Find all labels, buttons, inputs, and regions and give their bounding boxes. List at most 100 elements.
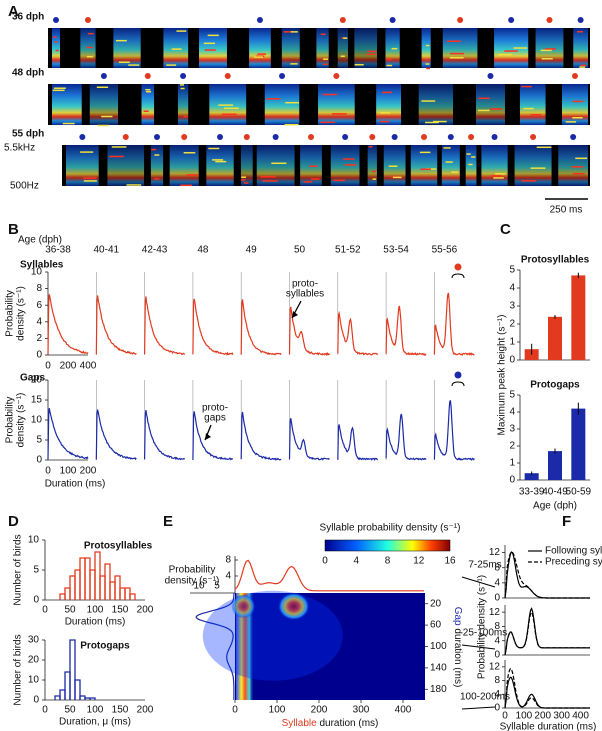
y-tick-label: 0: [509, 355, 515, 366]
brace: [451, 381, 465, 387]
heatmap-blob: [231, 594, 256, 619]
harmonic: [419, 151, 431, 154]
y-axis-title: Number of birds: [13, 634, 24, 705]
y-tick-label: 10: [31, 415, 43, 426]
syllable-dot: [79, 134, 86, 140]
colorbar: [324, 539, 451, 552]
y-axis-title: Maximum peak height (s⁻¹): [497, 315, 508, 436]
panel-label: C: [500, 221, 511, 238]
x-axis-title: Age (dph): [533, 501, 577, 512]
density-curve: [504, 551, 590, 599]
harmonic: [186, 174, 199, 176]
heatmap: [235, 593, 425, 700]
harmonic: [466, 153, 471, 155]
y-tick-label: 8: [36, 283, 42, 294]
y-tick-label: 4: [509, 407, 515, 418]
density-curve: [433, 292, 475, 356]
age-label: 55-56: [432, 245, 458, 256]
harmonic: [344, 164, 357, 166]
harmonic: [449, 57, 464, 59]
syllable-dot: [153, 134, 160, 140]
syllable-energy: [519, 84, 546, 125]
density-curve: [47, 408, 89, 460]
harmonic: [154, 154, 160, 156]
density-curve: [192, 298, 234, 356]
harmonic: [541, 58, 553, 60]
gap-range-label: 7-25ms: [468, 560, 501, 571]
x-tick-label: 40-49: [542, 487, 568, 498]
colorbar-tick: 4: [353, 556, 359, 567]
harmonic: [579, 66, 586, 68]
harmonic: [54, 41, 58, 43]
row-title: Gaps: [20, 373, 45, 384]
syllable-dot: [447, 134, 454, 140]
y-tick-label: 4: [36, 316, 42, 327]
harmonic: [257, 53, 267, 55]
harmonic: [96, 86, 109, 89]
freq-label: 500Hz: [10, 181, 39, 192]
x-tick-label: 0: [45, 466, 51, 477]
x-tick-label: 5: [214, 581, 220, 592]
harmonic: [183, 152, 196, 154]
harmonic: [212, 159, 224, 161]
harmonic: [388, 165, 398, 167]
x-tick-label: 150: [112, 605, 129, 616]
y-axis-title: Number of birds: [13, 534, 24, 605]
density-curve: [337, 424, 378, 461]
syllable-energy: [89, 84, 119, 125]
harmonic: [504, 50, 518, 52]
age-label: 50: [294, 245, 306, 256]
hist-bin: [69, 575, 76, 600]
colorbar-tick: 0: [322, 556, 328, 567]
syllable-dot: [256, 17, 263, 23]
hist-bin: [119, 587, 126, 600]
panel-label: B: [8, 221, 19, 238]
series-title: Protosyllables: [84, 541, 153, 552]
marginal-curve: [234, 559, 424, 592]
harmonic: [572, 173, 585, 175]
harmonic: [443, 147, 451, 149]
y-tick-label: 5: [509, 265, 515, 276]
syllable-energy: [316, 28, 329, 68]
x-tick-label: 300: [553, 711, 570, 722]
x-tick-label: 100: [87, 705, 104, 716]
y-axis-title: density (s⁻¹): [16, 393, 27, 448]
harmonic: [343, 158, 355, 160]
density-curve: [95, 409, 137, 461]
harmonic: [111, 146, 127, 148]
x-tick-label: 200: [137, 605, 154, 616]
harmonic: [382, 91, 393, 94]
syllable-dot: [391, 134, 398, 140]
age-label: 40-41: [94, 245, 120, 256]
syllable-dot: [243, 134, 250, 140]
heatmap-stripe: [236, 593, 254, 700]
y-tick-label: 4: [509, 283, 515, 294]
harmonic: [290, 31, 298, 33]
age-label: 48: [197, 245, 209, 256]
harmonic: [343, 37, 348, 39]
x-tick-label: 33-39: [519, 487, 545, 498]
harmonic: [392, 176, 402, 179]
syllable-energy: [199, 28, 227, 68]
harmonic: [128, 64, 140, 66]
harmonic: [204, 49, 216, 51]
syllable-dot: [180, 73, 187, 79]
syllable-dot: [100, 73, 107, 79]
y-tick-label: 30: [28, 635, 40, 646]
row-title: Syllables: [20, 260, 64, 271]
hist-bin: [64, 587, 71, 600]
harmonic: [565, 121, 577, 123]
harmonic: [572, 100, 584, 103]
density-curve: [192, 411, 233, 461]
harmonic: [183, 115, 188, 118]
harmonic: [260, 175, 276, 178]
y-tick-label: 10: [28, 535, 40, 546]
density-curve: [385, 305, 427, 357]
syllable-dot: [279, 73, 286, 79]
x-axis-title: Syllable duration (ms): [500, 722, 597, 731]
harmonic: [372, 178, 377, 180]
harmonic: [332, 113, 347, 115]
y-tick-label: 15: [31, 395, 43, 406]
harmonic: [379, 120, 390, 123]
y-tick-label: 0: [36, 350, 42, 361]
